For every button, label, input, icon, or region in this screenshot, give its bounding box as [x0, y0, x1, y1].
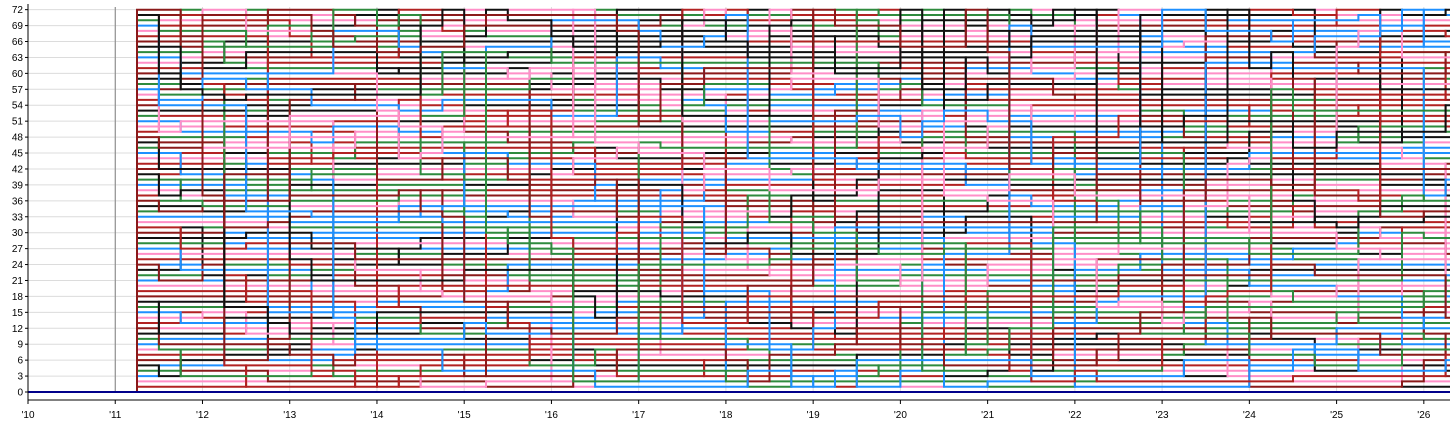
y-tick-label: 33	[12, 212, 24, 223]
y-tick-label: 60	[12, 69, 24, 80]
series-line	[136, 8, 1450, 392]
x-tick-label: '18	[719, 410, 732, 421]
series-line	[136, 8, 1450, 392]
series-line	[136, 178, 1450, 392]
x-tick-label: '17	[632, 410, 645, 421]
series-line	[136, 24, 1450, 392]
x-tick-label: '26	[1417, 410, 1430, 421]
y-tick-label: 69	[12, 21, 24, 32]
x-tick-label: '13	[283, 410, 296, 421]
x-tick-label: '14	[370, 410, 383, 421]
series-line	[136, 14, 1450, 392]
y-tick-label: 3	[17, 372, 23, 383]
x-tick-label: '25	[1330, 410, 1343, 421]
series-line	[136, 114, 1450, 392]
y-tick-label: 72	[12, 5, 24, 16]
y-tick-label: 66	[12, 37, 24, 48]
y-tick-label: 51	[12, 117, 24, 128]
series-line	[136, 8, 1450, 392]
y-tick-label: 21	[12, 276, 24, 287]
series-line	[136, 8, 1450, 392]
series-line	[136, 51, 1450, 392]
y-tick-label: 57	[12, 85, 24, 96]
series-line	[136, 56, 1450, 392]
x-tick-label: '16	[545, 410, 558, 421]
y-tick-label: 6	[17, 356, 23, 367]
y-tick-label: 0	[17, 388, 23, 399]
series-line	[136, 61, 1450, 392]
series-line	[136, 237, 1450, 392]
series-layer	[136, 8, 1450, 392]
series-line	[136, 290, 1450, 392]
series-line	[136, 8, 1450, 392]
x-tick-label: '22	[1068, 410, 1081, 421]
series-line	[136, 14, 1450, 392]
x-tick-label: '24	[1243, 410, 1256, 421]
y-tick-label: 9	[17, 340, 23, 351]
series-line	[136, 24, 1450, 392]
y-tick-label: 39	[12, 180, 24, 191]
y-tick-label: 42	[12, 164, 24, 175]
series-line	[136, 8, 1450, 392]
x-tick-label: '11	[109, 410, 122, 421]
y-tick-label: 45	[12, 149, 24, 160]
x-tick-label: '20	[894, 410, 907, 421]
y-tick-label: 36	[12, 196, 24, 207]
series-line	[136, 120, 1450, 392]
y-tick-label: 12	[12, 324, 24, 335]
x-tick-label: '10	[21, 410, 34, 421]
x-tick-label: '19	[807, 410, 820, 421]
series-line	[136, 8, 1450, 392]
axis-layer: 0369121518212427303336394245485154576063…	[12, 4, 1450, 421]
y-tick-label: 15	[12, 308, 24, 319]
y-tick-label: 30	[12, 228, 24, 239]
y-tick-label: 18	[12, 292, 24, 303]
series-line	[136, 104, 1450, 392]
series-line	[136, 109, 1450, 392]
series-line	[136, 8, 1450, 392]
y-tick-label: 27	[12, 244, 24, 255]
x-tick-label: '23	[1156, 410, 1169, 421]
y-tick-label: 24	[12, 260, 24, 271]
y-tick-label: 48	[12, 133, 24, 144]
y-tick-label: 63	[12, 53, 24, 64]
y-tick-label: 54	[12, 101, 24, 112]
series-line	[136, 51, 1450, 392]
x-tick-label: '15	[458, 410, 471, 421]
x-tick-label: '12	[196, 410, 209, 421]
x-tick-label: '21	[981, 410, 994, 421]
